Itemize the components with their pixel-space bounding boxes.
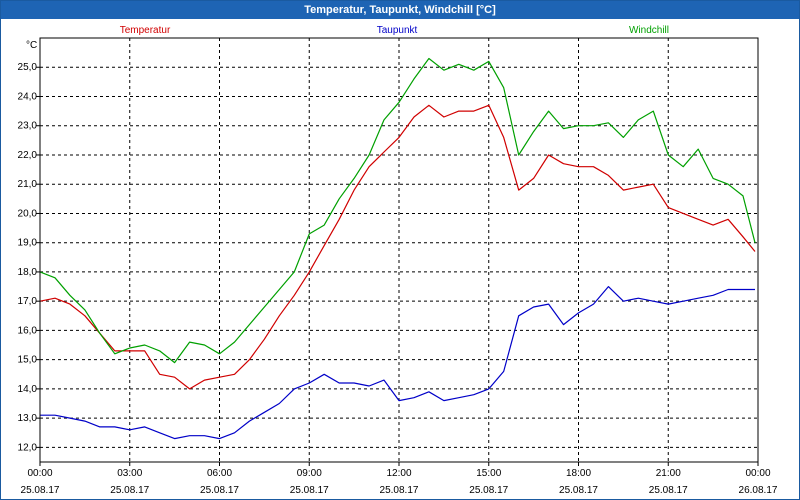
y-tick-label: 19,0 — [18, 238, 38, 249]
y-tick-label: 23,0 — [18, 121, 38, 132]
legend-taupunkt: Taupunkt — [377, 25, 418, 36]
x-tick-label-time: 21:00 — [656, 468, 681, 479]
x-tick-label-date: 25.08.17 — [290, 485, 329, 496]
y-axis-label: °C — [26, 40, 37, 51]
legend-temperatur: Temperatur — [120, 25, 171, 36]
y-tick-label: 22,0 — [18, 150, 38, 161]
y-tick-label: 17,0 — [18, 296, 38, 307]
y-tick-label: 24,0 — [18, 91, 38, 102]
x-tick-label-time: 03:00 — [117, 468, 142, 479]
y-tick-label: 21,0 — [18, 179, 38, 190]
y-tick-label: 15,0 — [18, 355, 38, 366]
y-tick-label: 25,0 — [18, 62, 38, 73]
series-line-taupunkt — [40, 286, 755, 440]
y-tick-label: 14,0 — [18, 384, 38, 395]
x-tick-label-time: 00:00 — [27, 468, 52, 479]
x-tick-label-date: 25.08.17 — [380, 485, 419, 496]
x-tick-label-time: 15:00 — [476, 468, 501, 479]
x-tick-label-date: 26.08.17 — [739, 485, 778, 496]
x-tick-label-time: 06:00 — [207, 468, 232, 479]
x-tick-label-date: 25.08.17 — [469, 485, 508, 496]
x-tick-label-date: 25.08.17 — [110, 485, 149, 496]
x-tick-label-date: 25.08.17 — [559, 485, 598, 496]
chart-title: Temperatur, Taupunkt, Windchill [°C] — [1, 1, 799, 19]
x-tick-label-time: 09:00 — [297, 468, 322, 479]
x-tick-label-time: 00:00 — [745, 468, 770, 479]
x-tick-label-date: 25.08.17 — [649, 485, 688, 496]
x-tick-label-date: 25.08.17 — [21, 485, 60, 496]
y-tick-label: 12,0 — [18, 442, 38, 453]
series-line-windchill — [39, 57, 756, 364]
y-tick-label: 18,0 — [18, 267, 38, 278]
x-tick-label-time: 18:00 — [566, 468, 591, 479]
plot-border — [39, 37, 759, 463]
x-tick-label-date: 25.08.17 — [200, 485, 239, 496]
y-tick-label: 13,0 — [18, 413, 38, 424]
y-tick-label: 20,0 — [18, 208, 38, 219]
series-line-temperatur — [39, 104, 756, 390]
y-tick-label: 16,0 — [18, 325, 38, 336]
x-tick-label-time: 12:00 — [386, 468, 411, 479]
legend-windchill: Windchill — [629, 25, 669, 36]
